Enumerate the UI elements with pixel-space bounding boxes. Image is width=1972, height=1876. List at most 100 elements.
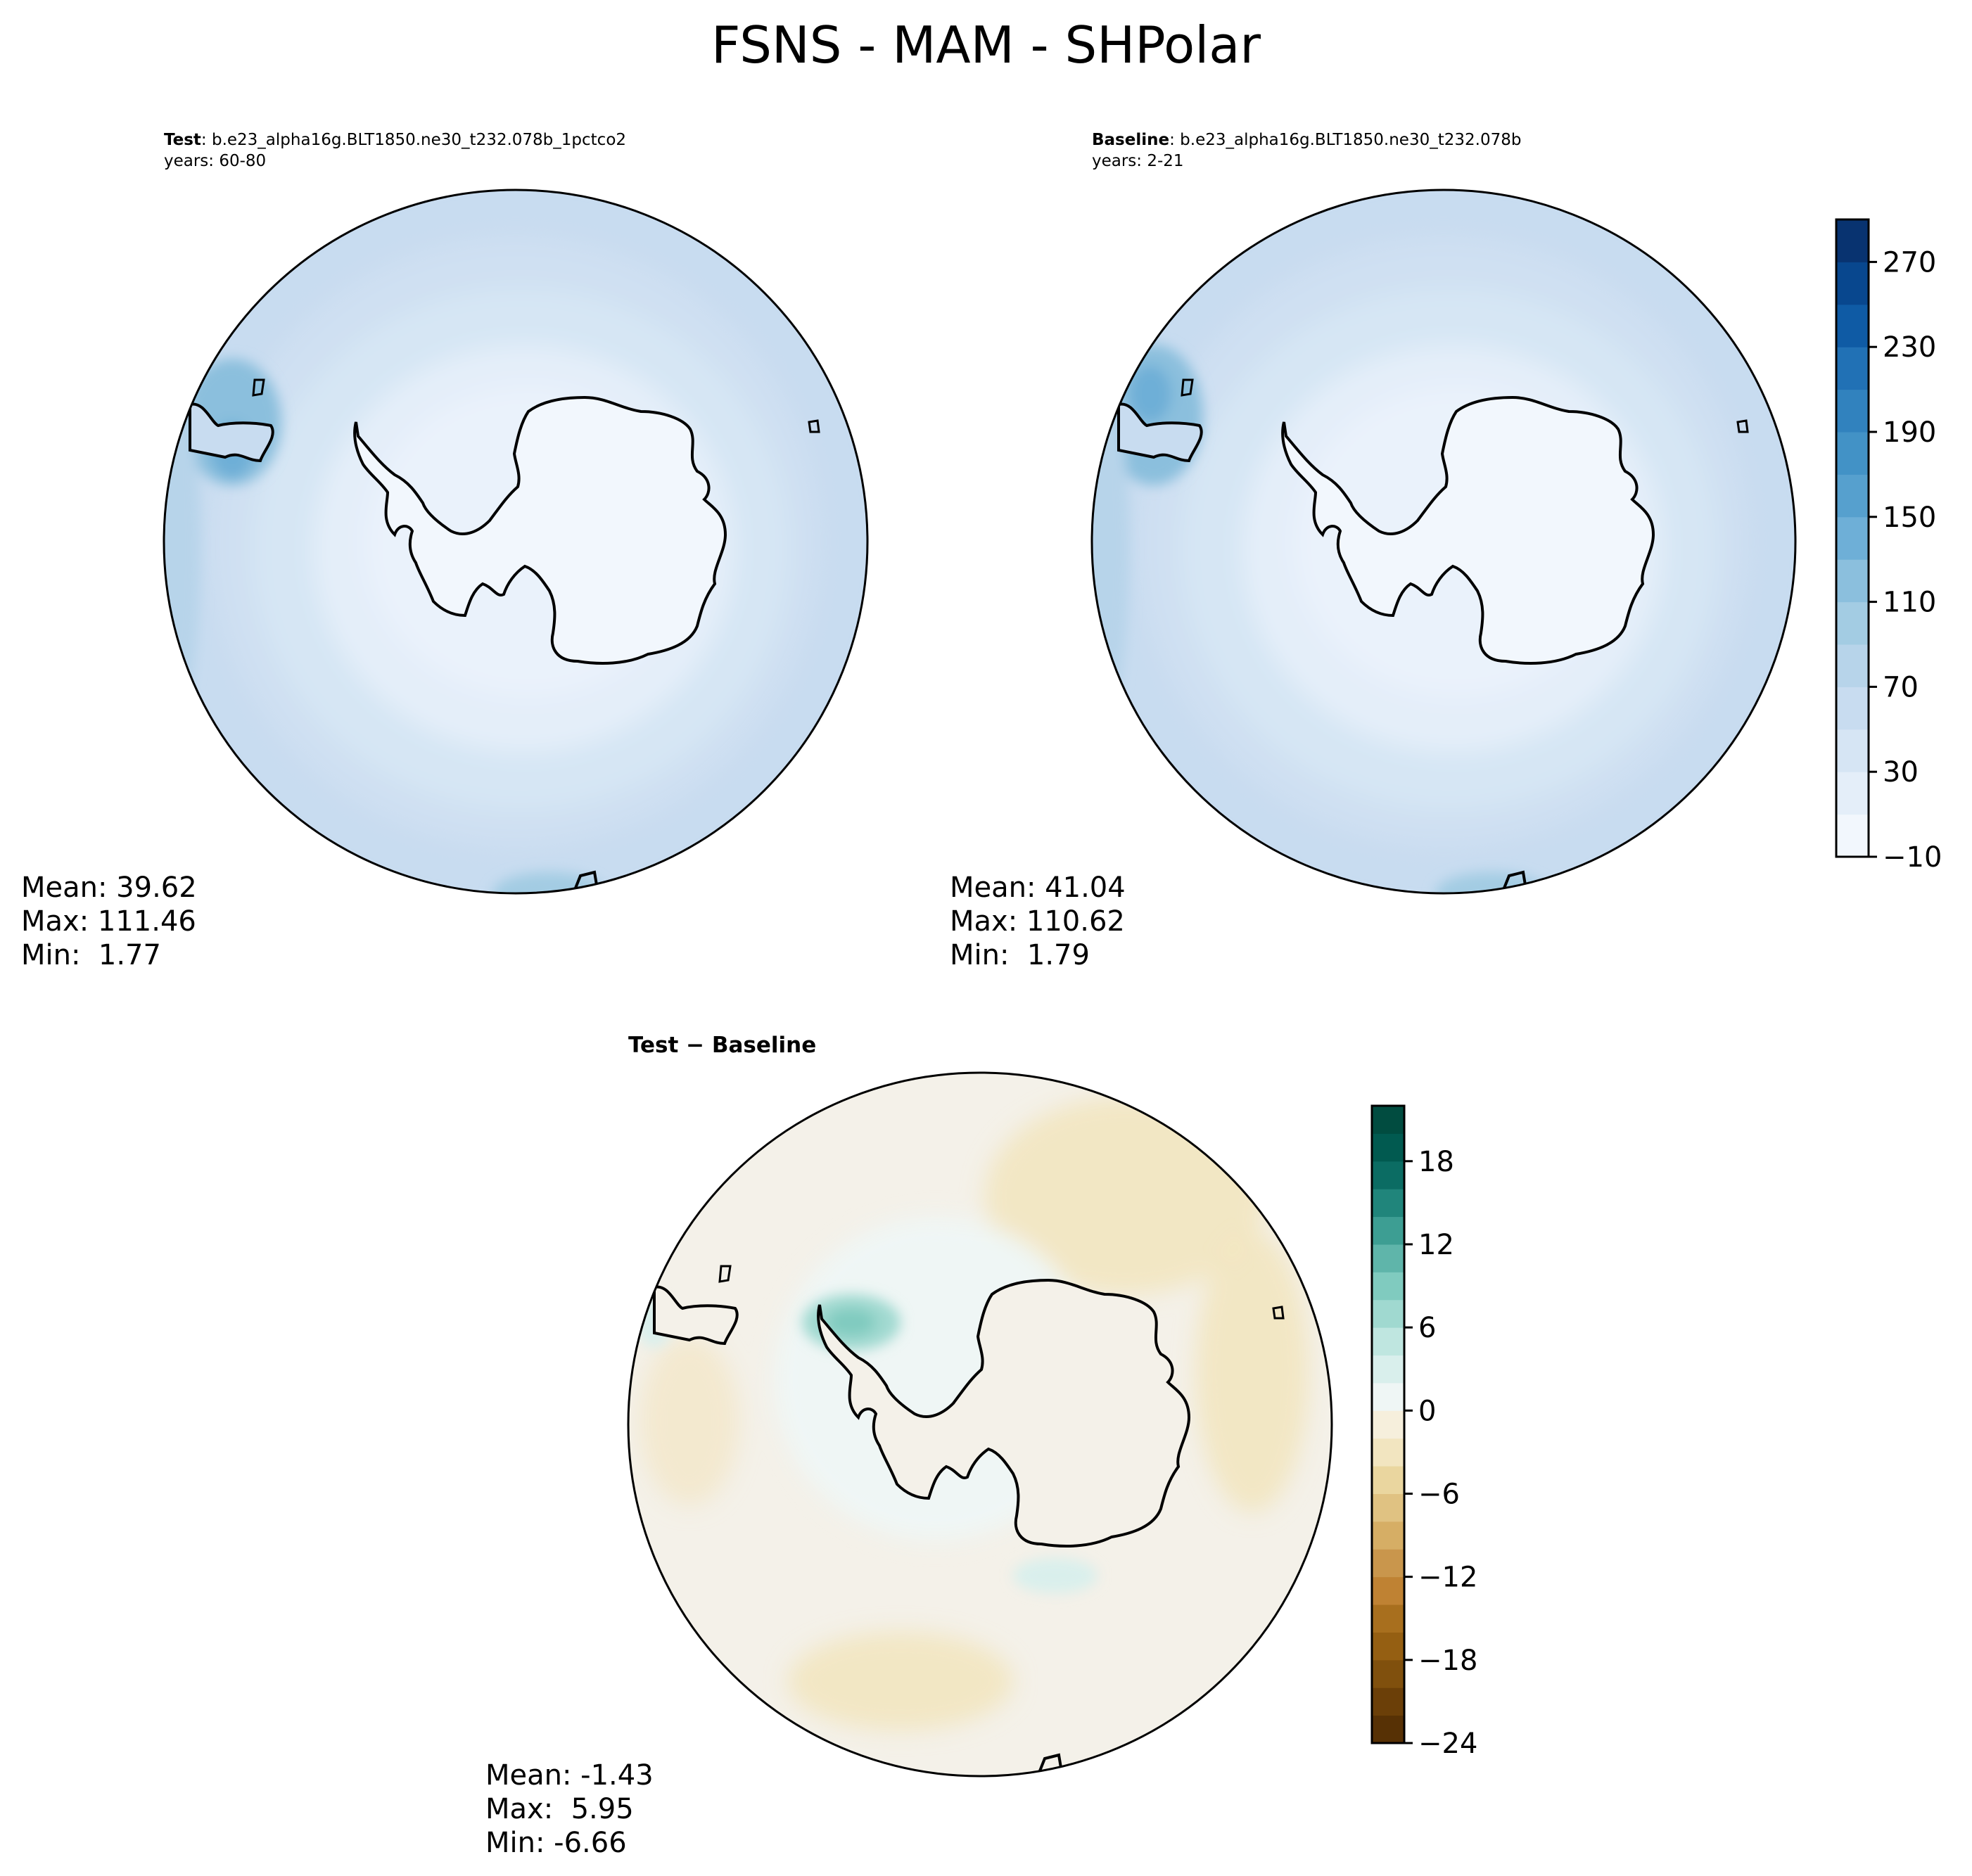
main-colorbar-segment — [1836, 814, 1869, 857]
difference-colorbar-segment — [1372, 1410, 1404, 1439]
difference-colorbar-segment — [1372, 1521, 1404, 1550]
main-colorbar-segment — [1836, 389, 1869, 433]
test-mean: Mean: 39.62 — [21, 872, 197, 904]
main-colorbar-segment — [1836, 219, 1869, 262]
difference-colorbar-segment — [1372, 1133, 1404, 1162]
difference-colorbar-segment — [1372, 1382, 1404, 1411]
difference-colorbar-segment — [1372, 1327, 1404, 1356]
difference-colorbar-segment — [1372, 1272, 1404, 1301]
baseline-title-label: Baseline — [1092, 131, 1170, 149]
difference-map-frame — [627, 1071, 1333, 1778]
test-title-label: Test — [164, 131, 201, 149]
difference-max: Max: 5.95 — [485, 1793, 634, 1825]
difference-positive-south — [1013, 1558, 1098, 1593]
difference-colorbar-segment — [1372, 1355, 1404, 1384]
baseline-mean: Mean: 41.04 — [950, 872, 1126, 904]
difference-neg-s — [788, 1632, 1013, 1730]
main-colorbar-segment — [1836, 559, 1869, 603]
baseline-min: Min: 1.79 — [950, 939, 1090, 971]
main-colorbar: −10 30 70 110 150 190 230 270 — [1835, 218, 1942, 874]
difference-neg-w — [640, 1336, 739, 1505]
main-colorbar-segment — [1836, 644, 1869, 687]
difference-colorbar-tick-label: −6 — [1418, 1478, 1460, 1510]
test-island-1 — [252, 378, 265, 397]
main-colorbar-tick-label: 270 — [1883, 246, 1936, 279]
difference-colorbar-segment — [1372, 1216, 1404, 1245]
difference-colorbar-segment — [1372, 1438, 1404, 1467]
main-colorbar-tick-label: 30 — [1883, 756, 1919, 789]
main-colorbar-tick-label: 190 — [1883, 416, 1936, 449]
baseline-edge-band — [1092, 366, 1129, 732]
baseline-map — [1092, 190, 1795, 893]
difference-colorbar-segment — [1372, 1493, 1404, 1522]
difference-colorbar-tick-label: −18 — [1418, 1645, 1477, 1677]
baseline-title-text: : b.e23_alpha16g.BLT1850.ne30_t232.078b — [1169, 131, 1522, 149]
difference-positive-core — [827, 1308, 876, 1336]
main-colorbar-segment — [1836, 474, 1869, 518]
main-colorbar-segment — [1836, 304, 1869, 347]
difference-island-1 — [718, 1265, 732, 1283]
difference-colorbar-segment — [1372, 1299, 1404, 1328]
baseline-island-2 — [1736, 419, 1749, 433]
baseline-patch-130 — [1129, 366, 1171, 422]
difference-colorbar-segment — [1372, 1549, 1404, 1578]
main-colorbar-tick-label: −10 — [1883, 841, 1942, 874]
difference-colorbar-tick-label: −24 — [1418, 1728, 1477, 1760]
difference-colorbar-segment — [1372, 1161, 1404, 1189]
difference-colorbar-segment — [1372, 1632, 1404, 1661]
baseline-island-1 — [1181, 378, 1194, 397]
baseline-nz-coast — [1500, 870, 1529, 893]
difference-island-2 — [1272, 1306, 1285, 1320]
baseline-bottom-patch — [1435, 872, 1548, 893]
difference-colorbar-tick-label: −12 — [1418, 1562, 1477, 1594]
test-nz-coast — [571, 870, 600, 893]
difference-colorbar-segment — [1372, 1466, 1404, 1494]
main-colorbar-tick-label: 110 — [1883, 587, 1936, 619]
main-colorbar-tick-label: 70 — [1883, 671, 1919, 703]
difference-mean: Mean: -1.43 — [485, 1759, 654, 1792]
main-colorbar-frame — [1835, 218, 1870, 858]
test-min: Min: 1.77 — [21, 939, 161, 971]
baseline-stats: Mean: 41.04 Max: 110.62 Min: 1.79 — [950, 871, 1126, 972]
main-colorbar-tick-label: 150 — [1883, 502, 1936, 534]
difference-map — [628, 1073, 1332, 1776]
figure-title: FSNS - MAM - SHPolar — [711, 15, 1261, 75]
main-colorbar-segment — [1836, 432, 1869, 475]
main-colorbar-segment — [1836, 262, 1869, 305]
main-colorbar-segment — [1836, 687, 1869, 730]
test-title-text: : b.e23_alpha16g.BLT1850.ne30_t232.078b_… — [201, 131, 627, 149]
baseline-subtitle: years: 2-21 — [1092, 152, 1184, 170]
difference-south-america — [653, 1285, 739, 1346]
difference-colorbar: −24 −18 −12 −6 0 6 12 18 — [1370, 1104, 1477, 1760]
difference-colorbar-segment — [1372, 1106, 1404, 1134]
main-colorbar-tick-label: 230 — [1883, 331, 1936, 364]
difference-colorbar-segment — [1372, 1687, 1404, 1716]
difference-colorbar-frame — [1370, 1104, 1406, 1744]
difference-stats: Mean: -1.43 Max: 5.95 Min: -6.66 — [485, 1759, 654, 1860]
main-colorbar-segment — [1836, 601, 1869, 645]
test-panel-title: Test: b.e23_alpha16g.BLT1850.ne30_t232.0… — [164, 130, 626, 150]
test-stats: Mean: 39.62 Max: 111.46 Min: 1.77 — [21, 871, 197, 972]
test-max: Max: 111.46 — [21, 905, 196, 938]
difference-colorbar-tick-label: 12 — [1418, 1229, 1454, 1261]
test-island-2 — [808, 419, 820, 433]
main-colorbar-segment — [1836, 729, 1869, 772]
test-edge-band — [164, 366, 201, 732]
difference-colorbar-segment — [1372, 1189, 1404, 1218]
baseline-map-frame — [1090, 189, 1797, 895]
baseline-panel-title: Baseline: b.e23_alpha16g.BLT1850.ne30_t2… — [1092, 130, 1521, 150]
difference-colorbar-segment — [1372, 1244, 1404, 1272]
difference-nz-coast — [1036, 1753, 1064, 1776]
difference-neg-e — [1196, 1231, 1309, 1512]
main-colorbar-segment — [1836, 772, 1869, 815]
difference-colorbar-segment — [1372, 1576, 1404, 1605]
difference-min: Min: -6.66 — [485, 1827, 627, 1859]
test-subtitle: years: 60-80 — [164, 152, 267, 170]
main-colorbar-segment — [1836, 516, 1869, 560]
test-map-frame — [163, 189, 869, 895]
test-map — [164, 190, 867, 893]
baseline-max: Max: 110.62 — [950, 905, 1125, 938]
difference-colorbar-segment — [1372, 1659, 1404, 1688]
difference-colorbar-segment — [1372, 1604, 1404, 1633]
